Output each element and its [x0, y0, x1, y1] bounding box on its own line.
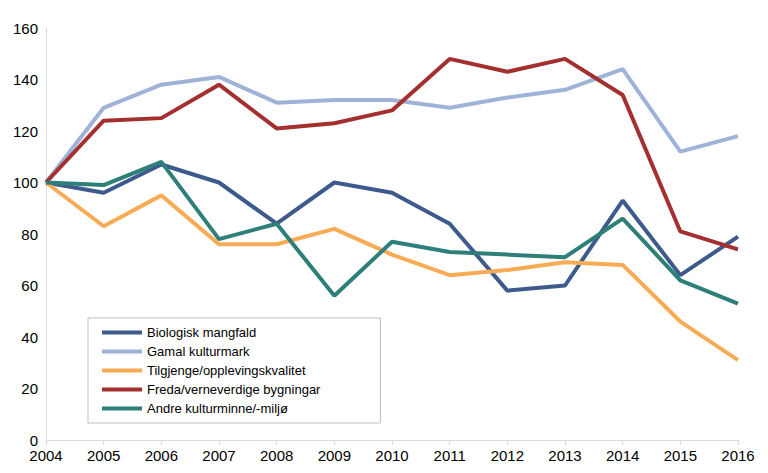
svg-text:2007: 2007: [202, 447, 235, 464]
svg-text:2011: 2011: [434, 447, 466, 464]
svg-text:2012: 2012: [491, 447, 524, 464]
svg-text:0: 0: [30, 432, 38, 449]
svg-text:40: 40: [21, 329, 38, 346]
svg-text:100: 100: [13, 174, 38, 191]
svg-text:2015: 2015: [664, 447, 697, 464]
svg-text:2009: 2009: [318, 447, 351, 464]
svg-text:Tilgjenge/opplevingskvalitet: Tilgjenge/opplevingskvalitet: [147, 363, 306, 378]
svg-text:2016: 2016: [721, 447, 754, 464]
svg-text:2006: 2006: [145, 447, 178, 464]
svg-text:60: 60: [21, 277, 38, 294]
svg-text:140: 140: [13, 71, 38, 88]
svg-text:2005: 2005: [87, 447, 120, 464]
svg-text:Biologisk mangfald: Biologisk mangfald: [147, 325, 256, 340]
svg-text:2010: 2010: [375, 447, 408, 464]
svg-text:2004: 2004: [29, 447, 62, 464]
svg-text:80: 80: [21, 226, 38, 243]
svg-text:2013: 2013: [548, 447, 581, 464]
svg-text:Gamal kulturmark: Gamal kulturmark: [147, 344, 250, 359]
svg-text:2008: 2008: [260, 447, 293, 464]
svg-text:Andre kulturminne/-miljø: Andre kulturminne/-miljø: [147, 401, 288, 416]
svg-text:2014: 2014: [606, 447, 639, 464]
svg-text:20: 20: [21, 380, 38, 397]
svg-text:Freda/verneverdige bygningar: Freda/verneverdige bygningar: [147, 382, 321, 397]
svg-text:120: 120: [13, 123, 38, 140]
svg-text:160: 160: [13, 20, 38, 37]
